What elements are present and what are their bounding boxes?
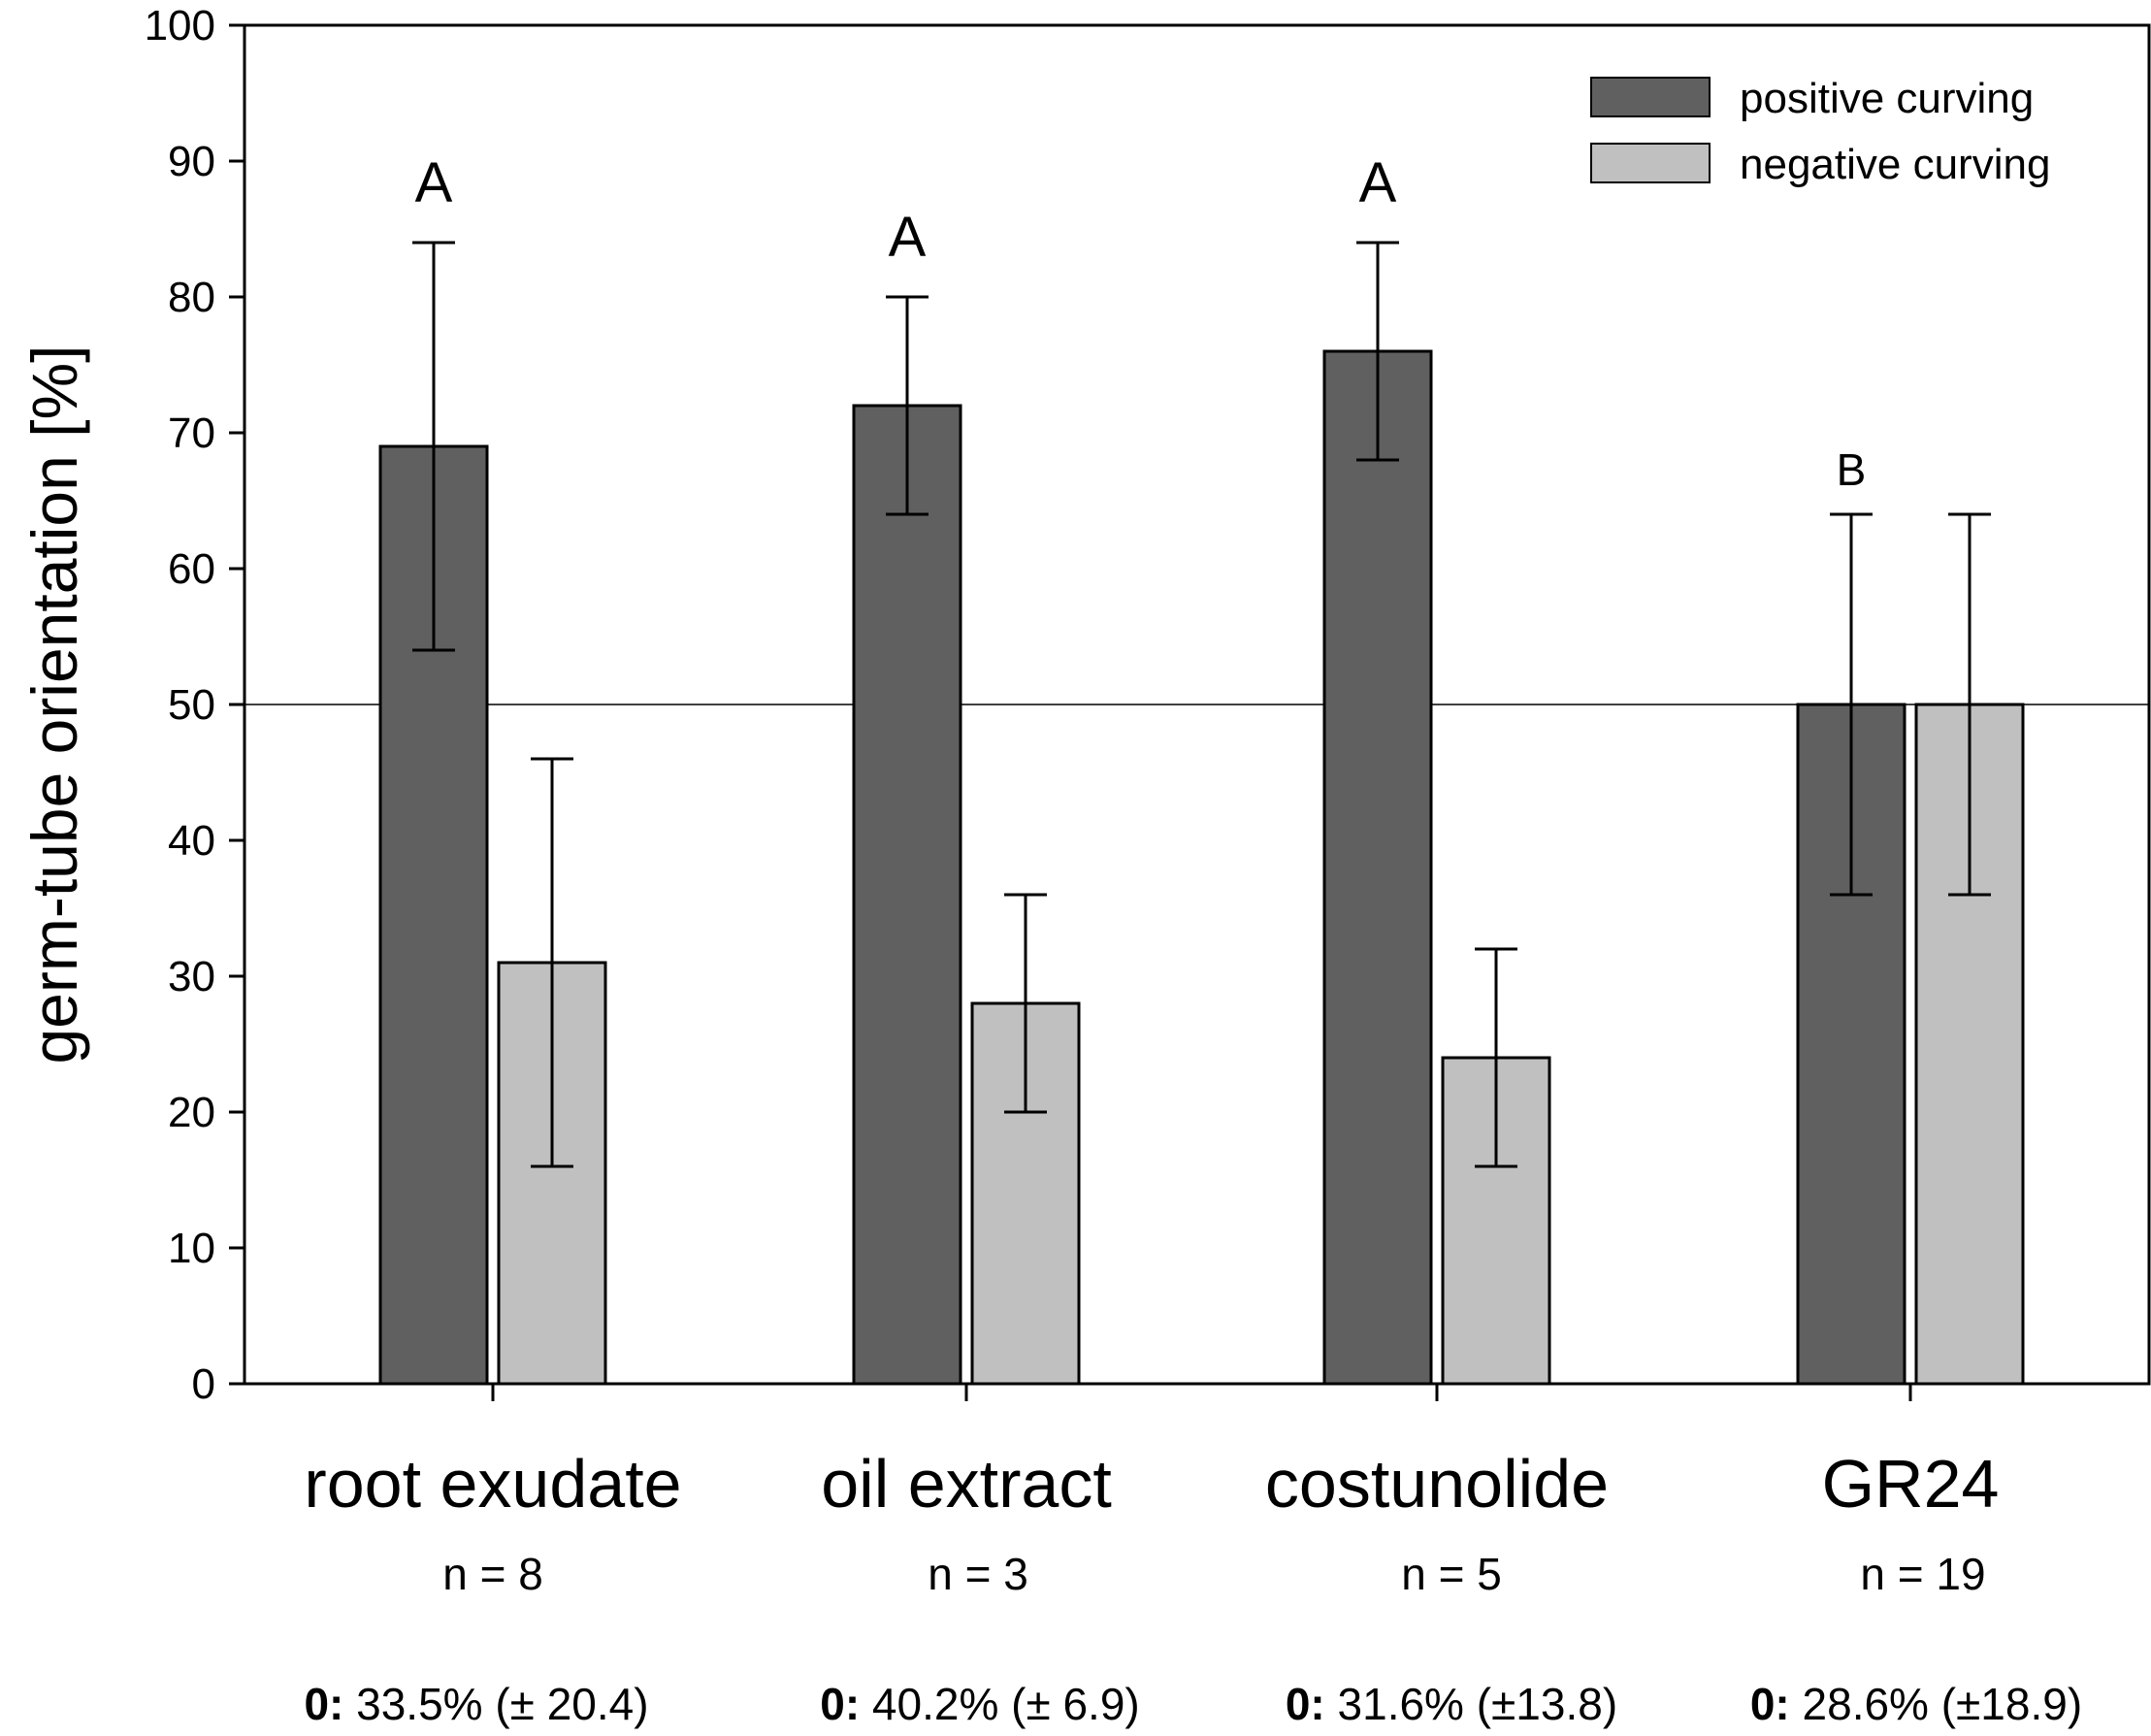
legend-label-positive: positive curving — [1740, 75, 2034, 122]
y-axis-title: germ-tube orientation [%] — [18, 344, 90, 1064]
zero-stat-value: 33.5% (± 20.4) — [356, 1679, 648, 1729]
significance-letters: A A A B — [415, 151, 1867, 495]
zero-stat-prefix: 0: — [1750, 1679, 1790, 1729]
error-bars-layer — [412, 241, 1991, 1168]
zero-stat-label: 0: 40.2% (± 6.9) — [820, 1679, 1140, 1729]
zero-stat-label: 0: 31.6% (±13.8) — [1286, 1679, 1617, 1729]
y-tick-label: 30 — [168, 953, 215, 1000]
bar-positive-curving — [1322, 349, 1433, 1386]
category-label: costunolide — [1265, 1446, 1609, 1522]
y-tick-label: 10 — [168, 1225, 215, 1272]
y-tick-label: 80 — [168, 274, 215, 321]
zero-stat-value: 31.6% (±13.8) — [1338, 1679, 1618, 1729]
significance-letter: B — [1837, 444, 1867, 495]
zero-stat-prefix: 0: — [1286, 1679, 1325, 1729]
legend: positive curving negative curving — [1590, 75, 2050, 188]
sample-size-label: n = 8 — [442, 1549, 543, 1599]
zero-stat-label: 0: 33.5% (± 20.4) — [304, 1679, 648, 1729]
sample-size-label: n = 3 — [928, 1549, 1028, 1599]
bars-layer — [378, 349, 2025, 1386]
category-labels: root exudate oil extract costunolide GR2… — [304, 1446, 1999, 1522]
legend-swatch-negative — [1590, 143, 1711, 183]
sample-size-label: n = 5 — [1401, 1549, 1502, 1599]
y-tick-label: 20 — [168, 1089, 215, 1136]
y-tick-label: 90 — [168, 138, 215, 185]
zero-stat-value: 28.6% (±18.9) — [1803, 1679, 2083, 1729]
zero-stat-label: 0: 28.6% (±18.9) — [1750, 1679, 2082, 1729]
y-axis-ticks: 0 10 20 30 40 50 60 70 80 90 100 — [145, 2, 244, 1408]
category-label: oil extract — [821, 1446, 1112, 1522]
sample-size-labels: n = 8 n = 3 n = 5 n = 19 — [442, 1549, 1985, 1599]
y-tick-label: 70 — [168, 409, 215, 457]
zero-orientation-stats: 0: 33.5% (± 20.4) 0: 40.2% (± 6.9) 0: 31… — [304, 1679, 2082, 1729]
y-tick-label: 100 — [145, 2, 215, 49]
y-tick-label: 60 — [168, 545, 215, 593]
significance-letter: A — [1359, 151, 1397, 214]
category-label: root exudate — [304, 1446, 681, 1522]
zero-stat-prefix: 0: — [304, 1679, 343, 1729]
x-axis-ticks — [491, 1384, 1912, 1401]
y-tick-label: 50 — [168, 681, 215, 729]
legend-swatch-positive — [1590, 77, 1711, 117]
significance-letter: A — [889, 206, 927, 269]
category-label: GR24 — [1822, 1446, 2000, 1522]
significance-letter: A — [415, 151, 453, 214]
sample-size-label: n = 19 — [1860, 1549, 1985, 1599]
bar-positive-curving — [852, 404, 962, 1386]
legend-label-negative: negative curving — [1740, 141, 2050, 188]
y-tick-label: 0 — [192, 1360, 215, 1408]
y-tick-label: 40 — [168, 817, 215, 865]
zero-stat-value: 40.2% (± 6.9) — [872, 1679, 1140, 1729]
zero-stat-prefix: 0: — [820, 1679, 860, 1729]
